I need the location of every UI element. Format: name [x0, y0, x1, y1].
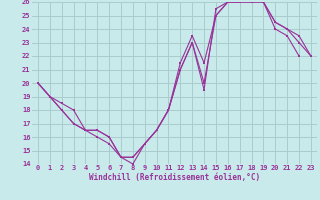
X-axis label: Windchill (Refroidissement éolien,°C): Windchill (Refroidissement éolien,°C)	[89, 173, 260, 182]
